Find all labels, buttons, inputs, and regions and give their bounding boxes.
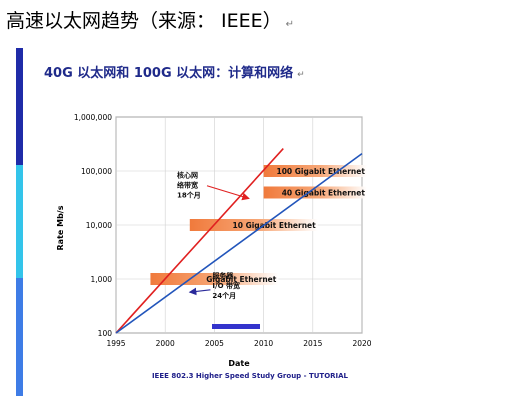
x-tick-label: 2015: [303, 339, 322, 348]
y-tick-label: 10,000: [86, 221, 112, 230]
ethernet-bar: [150, 273, 279, 285]
sidebar-stripe-middle: [16, 165, 23, 278]
x-axis-label: Date: [228, 359, 250, 368]
annotation-text: 核心网: [177, 171, 198, 180]
x-tick-label: 2020: [352, 339, 371, 348]
annotation-highlight: [212, 324, 260, 329]
page-title-text: 高速以太网趋势（来源： IEEE）: [6, 10, 282, 32]
trend-lines: [115, 148, 363, 334]
trend-line: [115, 148, 284, 334]
ethernet-bar-label: Gigabit Ethernet: [206, 275, 277, 284]
axes: 100 1,000 10,000 100,000 1,000,000 1995 2000 20…: [74, 113, 372, 348]
ethernet-bar-label: 100 Gigabit Ethernet: [277, 167, 366, 176]
annotation-arrow: [206, 185, 250, 201]
ethernet-bar: [263, 186, 367, 199]
paragraph-mark-icon: ↵: [297, 70, 305, 80]
y-tick-label: 1,000,000: [74, 113, 112, 122]
annotation-text: I/O 带宽: [212, 281, 240, 290]
y-tick-label: 100,000: [81, 167, 112, 176]
annotation-text: 络带宽: [177, 181, 198, 190]
page-title: 高速以太网趋势（来源： IEEE） ↵: [6, 6, 294, 33]
ethernet-bar-label: 40 Gigabit Ethernet: [282, 188, 366, 197]
y-axis-label: Rate Mb/s: [56, 205, 65, 250]
x-tick-label: 2000: [156, 339, 175, 348]
sidebar-stripe-top: [16, 48, 23, 165]
sidebar-stripe-bottom: [16, 278, 23, 396]
grid: [115, 116, 363, 334]
slide-subtitle: 40G 以太网和 100G 以太网：计算和网络 ↵: [44, 62, 305, 81]
ethernet-bars: 100 Gigabit Ethernet 40 Gigabit Ethernet 1…: [150, 165, 367, 285]
annotation-arrow: [188, 287, 211, 296]
x-tick-label: 2010: [254, 339, 273, 348]
source-footer: IEEE 802.3 Higher Speed Study Group - TU…: [151, 372, 349, 380]
annotation-text: 24个月: [212, 291, 236, 300]
ethernet-bar-label: 10 Gigabit Ethernet: [233, 221, 317, 230]
ethernet-bar: [189, 219, 318, 231]
y-tick-label: 100: [98, 329, 113, 338]
y-tick-label: 1,000: [91, 275, 113, 284]
annotation-text: 服务器: [212, 271, 234, 280]
paragraph-mark-icon: ↵: [285, 19, 295, 30]
x-tick-label: 2005: [205, 339, 224, 348]
x-tick-label: 1995: [106, 339, 125, 348]
slide-subtitle-text: 40G 以太网和 100G 以太网：计算和网络: [44, 66, 294, 81]
trend-line: [115, 152, 363, 334]
annotation-text: 18个月: [177, 191, 201, 200]
